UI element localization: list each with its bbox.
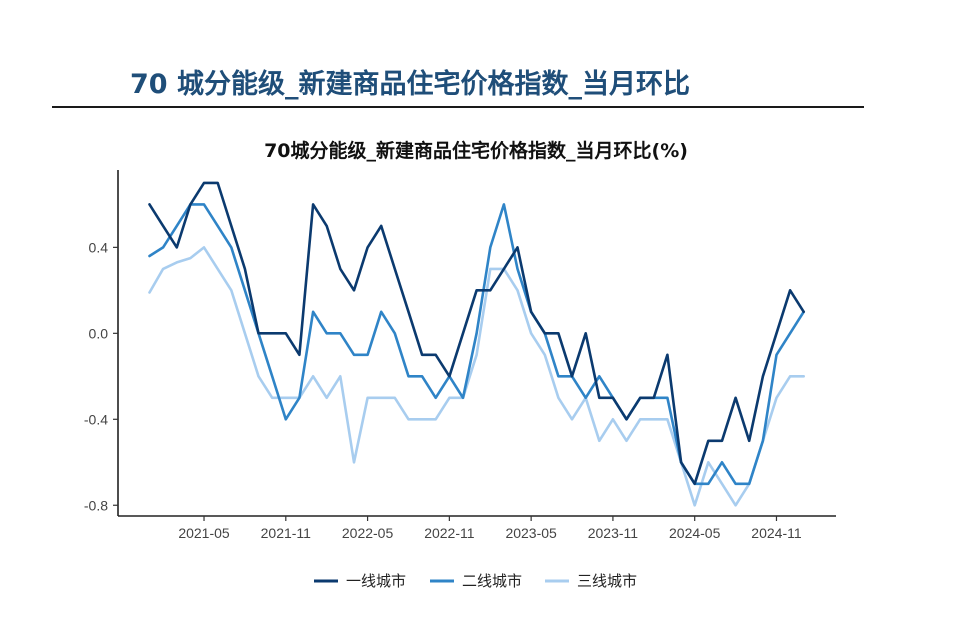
title-divider [52,106,864,108]
x-tick-label: 2022-05 [342,525,394,541]
page-title: 70 城分能级_新建商品住宅价格指数_当月环比 [130,69,690,100]
series-line-3 [148,246,805,507]
series-line-1 [148,181,805,486]
y-tick-label: -0.4 [84,411,108,427]
legend-label-2: 二线城市 [462,572,522,590]
x-tick-label: 2022-11 [424,525,475,541]
x-tick-label: 2024-05 [669,525,721,541]
chart-title: 70城分能级_新建商品住宅价格指数_当月环比(%) [264,139,688,162]
y-tick-label: -0.8 [84,497,108,513]
x-tick-label: 2024-11 [751,525,802,541]
x-tick-label: 2021-05 [178,525,230,541]
legend-label-3: 三线城市 [577,572,637,590]
chart-series [148,181,805,507]
x-tick-label: 2021-11 [261,525,312,541]
chart-legend: 一线城市 二线城市 三线城市 [314,572,637,590]
legend-label-1: 一线城市 [346,572,406,590]
y-tick-label: 0.4 [89,239,109,255]
x-tick-label: 2023-05 [505,525,557,541]
x-tick-label: 2023-11 [588,525,639,541]
chart-axes: 0.4 0.0 -0.4 -0.8 2021-05 2021-11 2022-05 2022-… [84,170,836,541]
y-tick-label: 0.0 [89,325,109,341]
